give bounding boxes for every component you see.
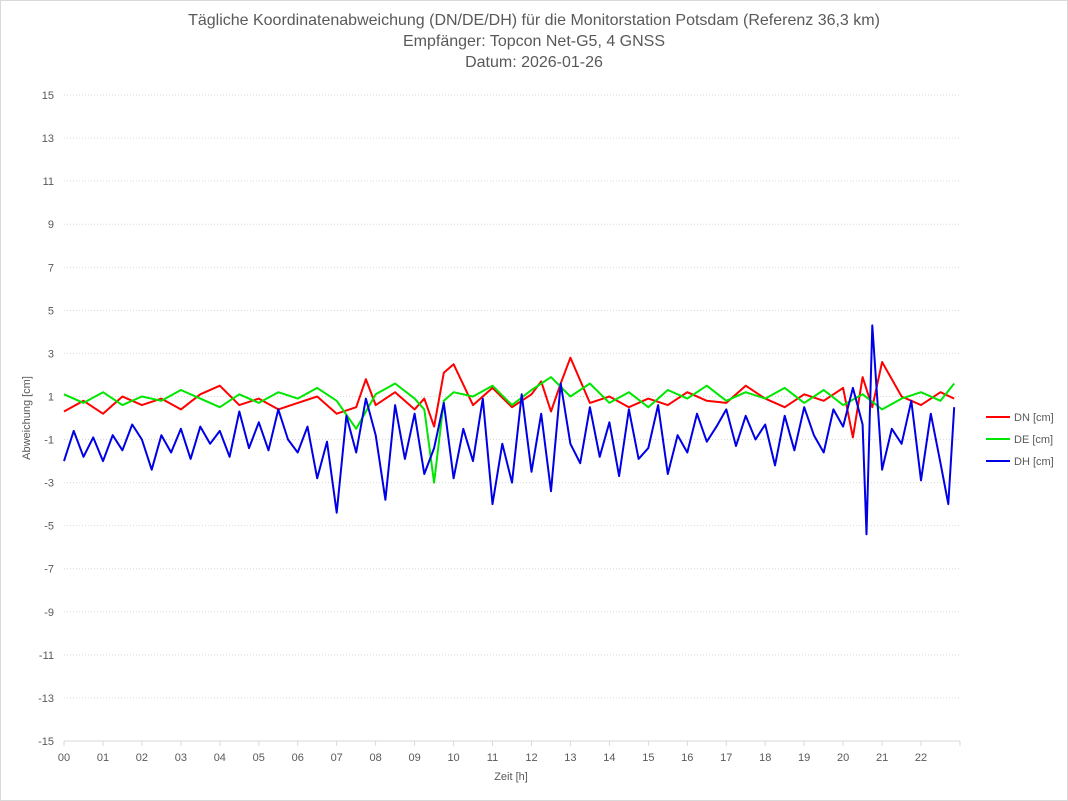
chart-title-line-1: Tägliche Koordinatenabweichung (DN/DE/DH…	[188, 12, 880, 29]
x-axis-title: Zeit [h]	[494, 771, 528, 783]
x-tick-label: 19	[798, 752, 810, 764]
x-tick-label: 09	[408, 752, 420, 764]
x-tick-label: 12	[525, 752, 537, 764]
x-tick-label: 03	[175, 752, 187, 764]
x-tick-label: 18	[759, 752, 771, 764]
x-tick-label: 05	[253, 752, 265, 764]
x-tick-label: 10	[447, 752, 459, 764]
y-tick-label: 13	[42, 133, 54, 145]
series-line-de	[63, 376, 955, 484]
x-tick-label: 06	[292, 752, 304, 764]
y-tick-label: -9	[44, 607, 54, 619]
y-axis-title: Abweichung [cm]	[21, 376, 33, 460]
chart-title-line-3: Datum: 2026-01-26	[465, 54, 603, 71]
y-tick-label: -1	[44, 435, 54, 447]
y-tick-label: 1	[48, 391, 54, 403]
x-tick-label: 15	[642, 752, 654, 764]
legend-label: DN [cm]	[1014, 412, 1054, 424]
y-tick-label: -13	[38, 693, 54, 705]
y-tick-label: 7	[48, 262, 54, 274]
legend-label: DE [cm]	[1014, 434, 1053, 446]
series-lines	[63, 324, 956, 536]
y-tick-label: 15	[42, 90, 54, 102]
x-tick-label: 08	[370, 752, 382, 764]
y-tick-label: 9	[48, 219, 54, 231]
y-tick-label: -3	[44, 478, 54, 490]
x-tick-label: 01	[97, 752, 109, 764]
x-tick-label: 07	[331, 752, 343, 764]
x-tick-label: 00	[58, 752, 70, 764]
x-tick-label: 21	[876, 752, 888, 764]
y-tick-label: 3	[48, 348, 54, 360]
y-tick-label: -11	[39, 650, 54, 662]
x-tick-label: 14	[603, 752, 615, 764]
x-tick-label: 11	[487, 752, 498, 764]
x-tick-label: 02	[136, 752, 148, 764]
x-tick-label: 16	[681, 752, 693, 764]
y-tick-label: -7	[44, 564, 54, 576]
legend-label: DH [cm]	[1014, 456, 1054, 468]
legend: DN [cm] DE [cm] DH [cm]	[986, 412, 1054, 468]
y-tick-label: 5	[48, 305, 54, 317]
chart-title: Tägliche Koordinatenabweichung (DN/DE/DH…	[0, 10, 1068, 73]
y-tick-label: -15	[38, 736, 54, 748]
series-line-dh	[63, 324, 956, 536]
chart-title-line-2: Empfänger: Topcon Net-G5, 4 GNSS	[402, 33, 666, 50]
y-tick-label: -5	[44, 521, 54, 533]
x-tick-label: 22	[915, 752, 927, 764]
axes: 15 13 11 9 7 5 3 1 -1 -3 -5 -7 -9 -11 -13 -15 00 01 02 03 04…	[38, 90, 961, 764]
x-tick-label: 13	[564, 752, 576, 764]
gridlines	[64, 94, 960, 742]
y-tick-label: 11	[43, 176, 54, 188]
x-tick-label: 04	[214, 752, 226, 764]
x-tick-label: 17	[720, 752, 732, 764]
x-tick-label: 20	[837, 752, 849, 764]
